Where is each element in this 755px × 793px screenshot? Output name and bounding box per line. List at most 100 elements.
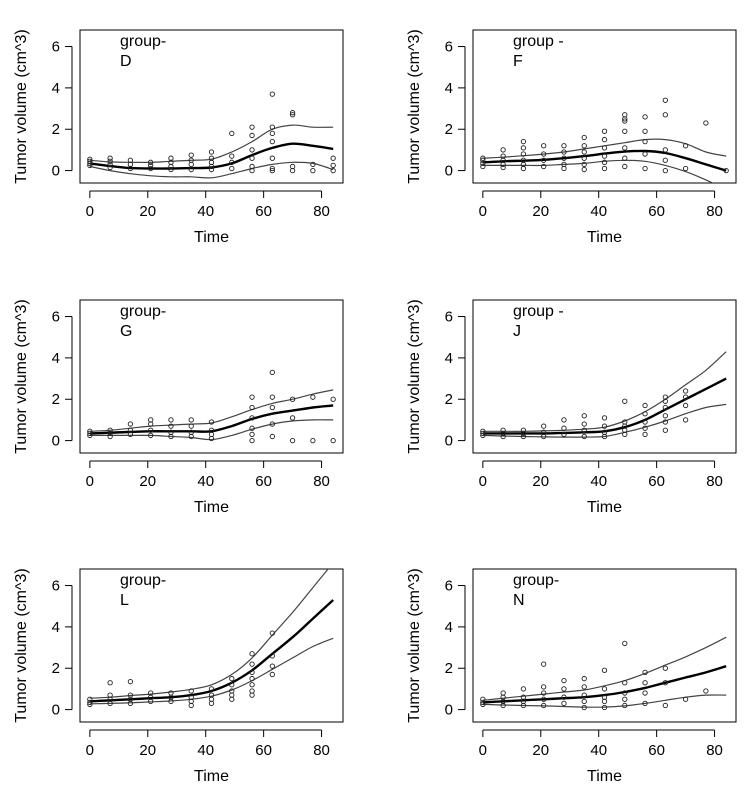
data-point (188, 702, 194, 709)
data-point (310, 437, 316, 444)
data-point (249, 124, 255, 130)
y-tick-label-f: 6 (445, 39, 453, 56)
data-point (127, 431, 134, 438)
data-point (249, 669, 255, 676)
data-point (330, 167, 336, 174)
points-l (87, 630, 275, 709)
y-axis-title-f: Tumor volume (cm^3) (406, 29, 423, 184)
data-point (642, 419, 648, 425)
data-point (601, 667, 608, 673)
data-point (480, 163, 486, 170)
x-axis-title-j: Time (587, 499, 622, 516)
data-point (642, 700, 648, 707)
data-point (541, 702, 547, 709)
data-point (622, 702, 628, 709)
y-tick-label-n: 0 (445, 702, 453, 719)
y-axis-title-d: Tumor volume (cm^3) (13, 29, 30, 184)
plot-frame-j (472, 299, 737, 454)
x-axis-d: 0 20 40 60 80 Time (86, 190, 330, 246)
plot-frame-g (79, 299, 344, 454)
data-point (581, 692, 587, 698)
data-point (107, 680, 113, 686)
x-tick-label-g: 40 (197, 473, 214, 490)
x-axis-title-g: Time (194, 499, 229, 516)
y-tick-label-g: 0 (52, 433, 60, 450)
data-point (541, 143, 547, 149)
data-point (642, 138, 648, 145)
data-point (520, 427, 527, 433)
data-point (541, 157, 547, 163)
data-point (703, 120, 709, 126)
data-point (601, 153, 608, 159)
data-point (642, 165, 648, 172)
data-point (622, 398, 628, 404)
panel-l: 0 20 40 60 80 Time 0 2 4 6 Tumor volume (cm^3) grou… (13, 568, 344, 785)
data-point (561, 149, 567, 155)
data-point (622, 163, 628, 170)
data-point (269, 130, 275, 137)
data-point (581, 166, 587, 173)
data-point (269, 404, 275, 411)
data-point (480, 432, 486, 439)
data-point (87, 696, 93, 702)
data-point (249, 661, 255, 667)
group-label-d: group- D (120, 33, 166, 70)
data-point (642, 128, 648, 134)
data-point (662, 665, 668, 671)
x-axis-title-l: Time (194, 768, 229, 785)
data-point (330, 162, 336, 169)
data-point (642, 425, 648, 431)
x-axis-j: 0 20 40 60 80 Time (479, 460, 723, 516)
y-tick-label-n: 6 (445, 578, 453, 595)
data-point (229, 675, 235, 682)
y-tick-label-l: 4 (52, 619, 60, 636)
group-label-n: group- N (513, 572, 559, 609)
data-point (188, 433, 194, 440)
x-tick-label-j: 20 (532, 473, 549, 490)
y-tick-label-n: 2 (445, 660, 453, 677)
data-point (561, 431, 567, 438)
data-point (682, 696, 689, 702)
y-axis-g: 0 2 4 6 Tumor volume (cm^3) (13, 299, 73, 454)
data-point (480, 157, 486, 163)
data-point (520, 430, 527, 437)
panel-d: 0 20 40 60 80 Time 0 2 4 6 Tumor volume (cm^3) grou… (13, 29, 344, 246)
group-label-line: G (120, 323, 132, 340)
data-point (682, 402, 689, 409)
data-point (107, 430, 113, 437)
plot-area-l (87, 569, 335, 709)
plot-area-d (87, 91, 336, 179)
data-point (561, 686, 567, 692)
data-point (541, 690, 547, 696)
x-tick-label-f: 60 (648, 203, 665, 220)
data-point (622, 145, 628, 151)
plot-area-f (480, 97, 729, 183)
data-point (269, 91, 275, 97)
data-point (188, 152, 194, 158)
data-point (148, 421, 154, 427)
y-axis-j: 0 2 4 6 Tumor volume (cm^3) (406, 299, 466, 454)
data-point (561, 155, 567, 161)
data-point (269, 630, 275, 636)
data-point (87, 432, 93, 439)
data-point (601, 145, 608, 151)
group-label-f: group - F (513, 33, 564, 70)
data-point (168, 417, 174, 423)
data-point (188, 166, 194, 173)
data-point (561, 417, 567, 423)
group-label-line: D (120, 53, 132, 70)
x-axis-g: 0 20 40 60 80 Time (86, 460, 330, 516)
data-point (249, 431, 255, 438)
data-point (168, 698, 174, 704)
data-point (561, 425, 567, 431)
data-point (500, 430, 506, 437)
x-tick-label-n: 60 (648, 742, 665, 759)
data-point (581, 161, 587, 168)
data-point (249, 415, 255, 421)
data-point (561, 694, 567, 700)
data-point (520, 702, 527, 709)
y-tick-label-l: 0 (52, 702, 60, 719)
data-point (168, 433, 174, 440)
data-point (541, 661, 547, 667)
